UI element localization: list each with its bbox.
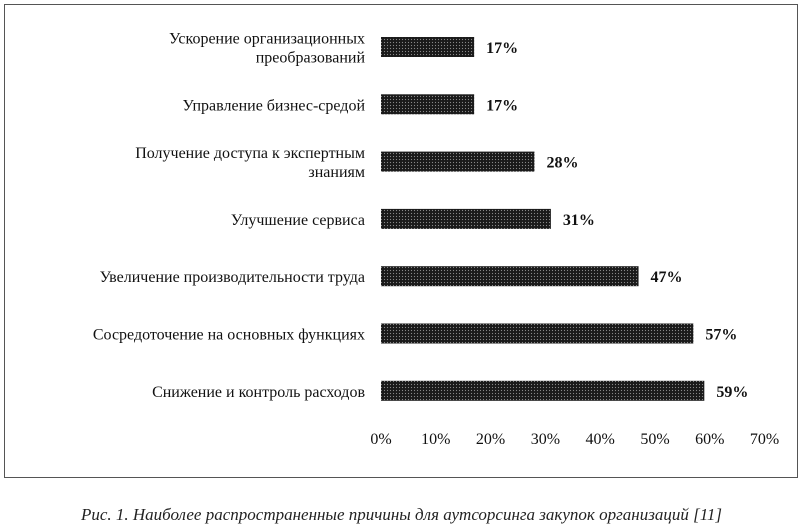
category-label: Улучшение сервиса xyxy=(231,212,365,229)
data-label: 59% xyxy=(716,384,748,401)
x-tick-label: 40% xyxy=(586,431,615,448)
data-label: 47% xyxy=(651,269,683,286)
data-label: 17% xyxy=(486,97,518,114)
category-label: Ускорение организационных xyxy=(169,31,365,48)
category-label: Получение доступа к экспертным xyxy=(135,145,365,162)
category-label: знаниям xyxy=(308,164,365,181)
data-label: 28% xyxy=(546,155,578,172)
x-tick-label: 60% xyxy=(695,431,724,448)
bar xyxy=(381,380,705,401)
x-tick-label: 50% xyxy=(640,431,669,448)
bar xyxy=(381,151,535,172)
figure-caption: Рис. 1. Наиболее распространенные причин… xyxy=(80,505,723,524)
data-label: 31% xyxy=(563,212,595,229)
category-label: Увеличение производительности труда xyxy=(100,269,365,286)
x-tick-label: 20% xyxy=(476,431,505,448)
category-label: Управление бизнес-средой xyxy=(183,97,366,114)
x-tick-label: 70% xyxy=(750,431,779,448)
x-tick-label: 0% xyxy=(370,431,391,448)
data-label: 57% xyxy=(705,327,737,344)
bar xyxy=(381,37,475,57)
figure-frame: 17% Ускорение организационных преобразован… xyxy=(4,4,798,478)
bar xyxy=(381,94,475,115)
x-tick-label: 10% xyxy=(421,431,450,448)
data-label: 17% xyxy=(486,40,518,57)
category-label: преобразований xyxy=(256,50,366,67)
bar xyxy=(381,266,639,287)
x-tick-label: 30% xyxy=(531,431,560,448)
bar-chart: 17% Ускорение организационных преобразован… xyxy=(93,31,779,449)
category-label: Снижение и контроль расходов xyxy=(152,384,365,401)
bar xyxy=(381,323,694,344)
category-label: Сосредоточение на основных функциях xyxy=(93,327,365,344)
bar xyxy=(381,208,551,229)
